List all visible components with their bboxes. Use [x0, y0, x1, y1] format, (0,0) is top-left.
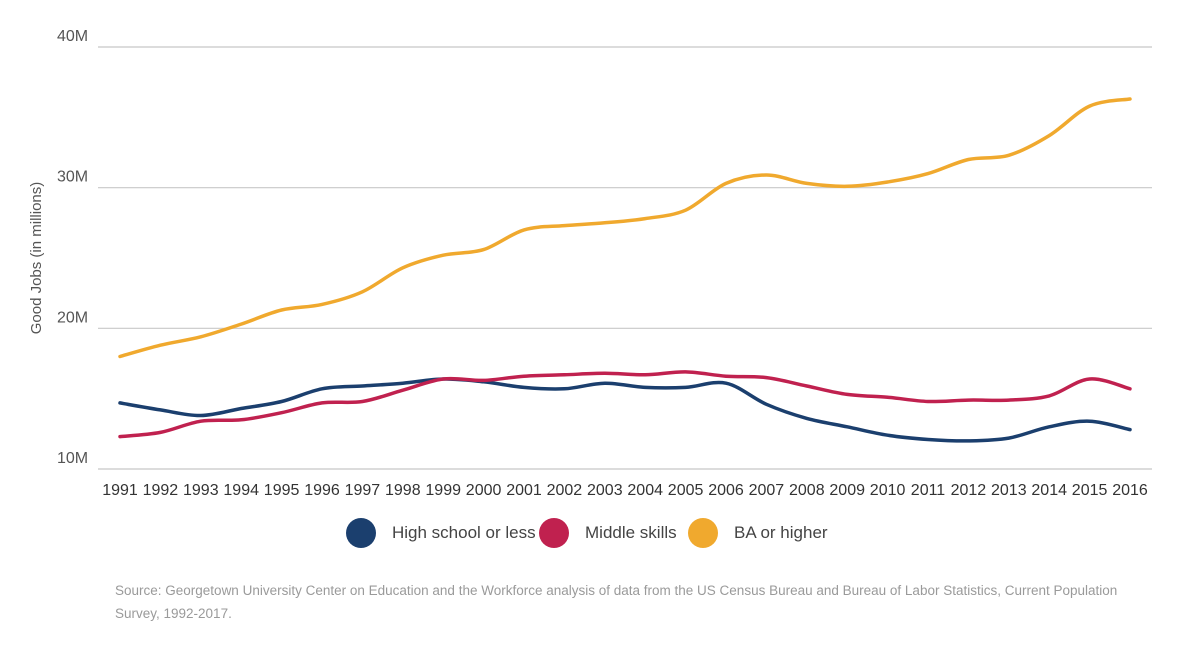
series-lines [118, 97, 1132, 443]
x-tick-label: 1995 [264, 482, 300, 499]
gridlines [98, 46, 1152, 470]
legend-swatch-ba-or-higher [688, 518, 718, 548]
x-tick-label: 1994 [223, 482, 259, 499]
x-tick-label: 1998 [385, 482, 421, 499]
x-tick-label: 2006 [708, 482, 744, 499]
y-axis-ticks: 10M 20M 30M 40M [57, 28, 88, 467]
legend-item-high-school: High school or less [346, 513, 536, 553]
x-tick-label: 1992 [143, 482, 179, 499]
x-tick-label: 2014 [1031, 482, 1067, 499]
legend: High school or less Middle skills BA or … [0, 513, 1200, 553]
legend-label-high-school: High school or less [392, 523, 536, 542]
x-tick-label: 2001 [506, 482, 542, 499]
x-tick-label: 2000 [466, 482, 502, 499]
series-line-middle-skills [118, 370, 1132, 439]
series-line-high-school-or-less [118, 377, 1132, 443]
y-axis-label: Good Jobs (in millions) [28, 182, 45, 335]
legend-item-middle-skills: Middle skills [539, 513, 677, 553]
y-tick-label: 10M [57, 450, 88, 467]
x-tick-label: 2007 [749, 482, 785, 499]
legend-swatch-high-school [346, 518, 376, 548]
y-tick-label: 40M [57, 28, 88, 45]
legend-swatch-middle-skills [539, 518, 569, 548]
x-tick-label: 2011 [911, 482, 946, 499]
y-tick-label: 20M [57, 309, 88, 326]
y-tick-label: 30M [57, 169, 88, 186]
x-tick-label: 2004 [627, 482, 663, 499]
x-tick-label: 2010 [870, 482, 906, 499]
x-tick-label: 1997 [345, 482, 381, 499]
x-tick-label: 1999 [425, 482, 461, 499]
legend-item-ba-or-higher: BA or higher [688, 513, 828, 553]
legend-label-ba-or-higher: BA or higher [734, 523, 828, 542]
x-tick-label: 2005 [668, 482, 704, 499]
series-line-ba-or-higher [118, 97, 1132, 359]
x-tick-label: 1991 [102, 482, 138, 499]
legend-label-middle-skills: Middle skills [585, 523, 677, 542]
x-tick-label: 2013 [991, 482, 1027, 499]
x-tick-label: 2002 [547, 482, 583, 499]
x-tick-label: 2008 [789, 482, 825, 499]
x-tick-label: 2015 [1072, 482, 1108, 499]
x-axis-ticks: 1991 1992 1993 1994 1995 1996 1997 1998 1999 2000… [102, 482, 1148, 499]
x-tick-label: 1993 [183, 482, 219, 499]
x-tick-label: 2012 [951, 482, 987, 499]
x-tick-label: 1996 [304, 482, 340, 499]
x-tick-label: 2016 [1112, 482, 1148, 499]
line-chart: 10M 20M 30M 40M Good Jobs (in millions) 199… [28, 28, 1152, 499]
x-tick-label: 2003 [587, 482, 623, 499]
x-tick-label: 2009 [829, 482, 865, 499]
source-note: Source: Georgetown University Center on … [115, 583, 1118, 621]
